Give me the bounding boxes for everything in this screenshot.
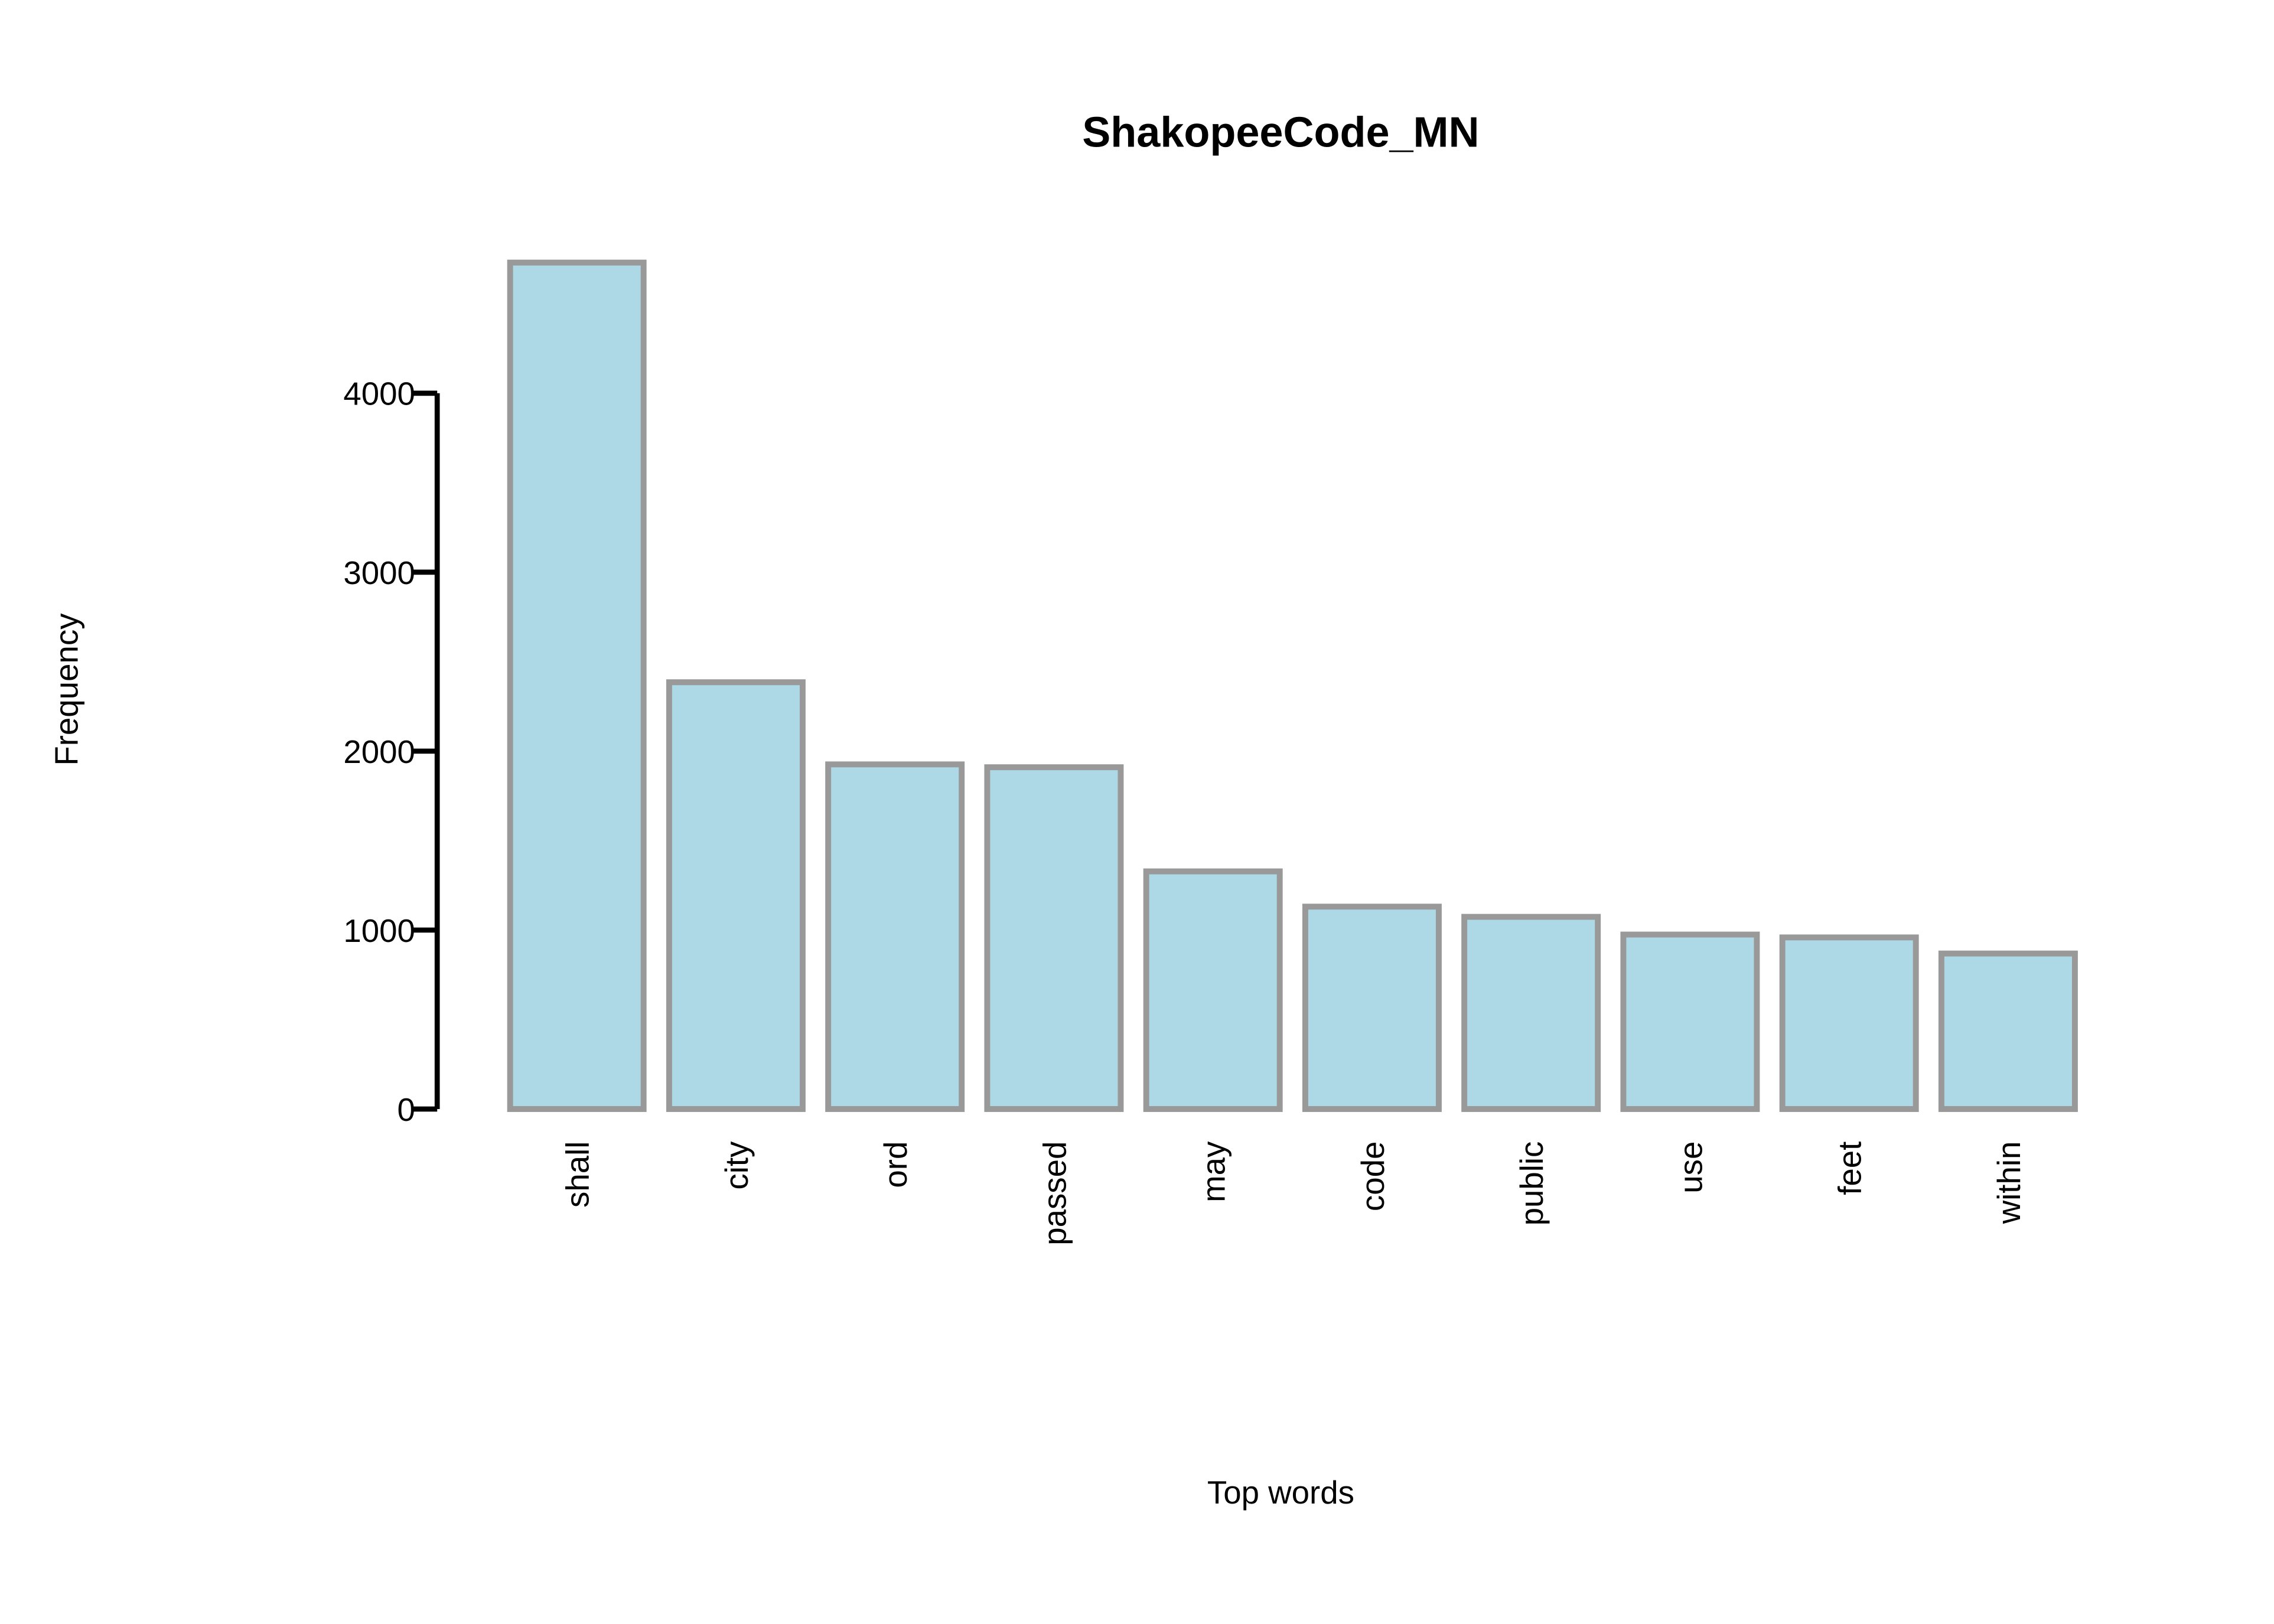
bar (1143, 868, 1283, 1112)
x-axis-label: Top words (1207, 1475, 1354, 1511)
y-tick-label: 1000 (343, 913, 415, 949)
y-tick-label: 4000 (343, 376, 415, 412)
bar (507, 259, 647, 1112)
bar (1620, 931, 1760, 1112)
y-tick-label: 3000 (343, 555, 415, 591)
bar (984, 764, 1124, 1112)
x-tick-label: use (1673, 1142, 1709, 1193)
bar (1461, 914, 1601, 1112)
y-tick-label: 0 (398, 1092, 415, 1128)
bar (1938, 950, 2078, 1112)
y-tick-label: 2000 (343, 734, 415, 770)
x-tick-label: feet (1832, 1142, 1868, 1195)
x-tick-label: passed (1037, 1142, 1073, 1245)
bar (1302, 904, 1442, 1112)
bar (825, 761, 965, 1112)
bar (1779, 934, 1919, 1112)
bar (666, 679, 806, 1112)
x-tick-label: may (1196, 1141, 1232, 1202)
x-tick-label: within (1991, 1142, 2027, 1225)
x-tick-label: shall (560, 1142, 596, 1208)
y-axis-label: Frequency (49, 613, 85, 766)
x-tick-label: city (719, 1141, 755, 1190)
x-tick-label: code (1355, 1142, 1391, 1211)
x-tick-label: public (1514, 1142, 1550, 1226)
chart-title: ShakopeeCode_MN (1082, 109, 1479, 156)
x-tick-label: ord (878, 1142, 914, 1188)
